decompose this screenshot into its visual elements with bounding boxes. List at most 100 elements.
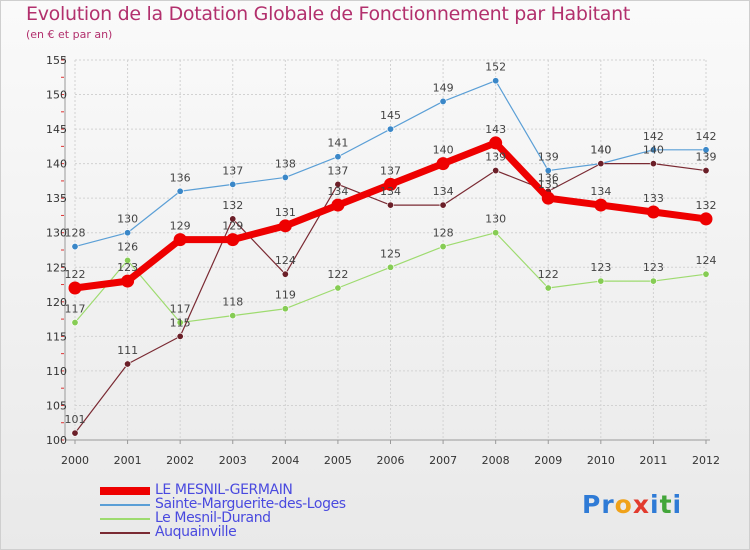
data-label-le-mesnil-germain: 137 [380,164,401,177]
data-label-sainte-marguerite-des-loges: 130 [117,213,138,226]
data-point-le-mesnil-durand [176,319,184,327]
x-tick-label: 2011 [639,454,667,467]
data-point-sainte-marguerite-des-loges [71,243,79,251]
data-label-auquainville: 115 [170,316,191,329]
y-tick-label: 100 [46,434,67,447]
data-label-sainte-marguerite-des-loges: 138 [275,157,296,170]
legend-label: Auquainville [155,524,237,540]
data-label-auquainville: 111 [117,344,138,357]
data-label-sainte-marguerite-des-loges: 137 [222,164,243,177]
data-point-auquainville [439,201,447,209]
data-label-le-mesnil-germain: 131 [275,206,296,219]
data-point-le-mesnil-durand [124,256,132,264]
data-label-auquainville: 132 [222,199,243,212]
data-point-le-mesnil-durand [71,319,79,327]
data-point-sainte-marguerite-des-loges [229,180,237,188]
x-tick-label: 2007 [429,454,457,467]
series-group [68,77,713,437]
data-point-le-mesnil-durand [544,284,552,292]
data-label-sainte-marguerite-des-loges: 136 [170,171,191,184]
data-label-le-mesnil-durand: 122 [327,268,348,281]
legend-label: Sainte-Marguerite-des-Loges [155,496,346,512]
data-point-sainte-marguerite-des-loges [649,146,657,154]
data-point-le-mesnil-germain [173,233,187,247]
logo-letter: t [659,490,673,519]
data-label-le-mesnil-germain: 123 [117,261,138,274]
data-point-auquainville [492,167,500,175]
y-tick-label: 135 [46,192,67,205]
data-point-le-mesnil-durand [281,305,289,313]
data-point-sainte-marguerite-des-loges [176,187,184,195]
data-label-le-mesnil-durand: 128 [433,227,454,240]
data-label-auquainville: 139 [485,151,506,164]
data-point-le-mesnil-durand [702,270,710,278]
data-label-sainte-marguerite-des-loges: 142 [696,130,717,143]
data-point-le-mesnil-germain [699,212,713,226]
data-label-sainte-marguerite-des-loges: 139 [538,151,559,164]
x-tick-label: 2008 [482,454,510,467]
data-point-sainte-marguerite-des-loges [544,167,552,175]
data-label-le-mesnil-germain: 134 [590,185,611,198]
data-point-sainte-marguerite-des-loges [492,77,500,85]
data-label-le-mesnil-durand: 124 [696,254,717,267]
data-label-sainte-marguerite-des-loges: 140 [590,144,611,157]
data-point-le-mesnil-germain [384,177,397,191]
data-point-sainte-marguerite-des-loges [439,97,447,105]
logo-letter: r [601,490,615,519]
data-label-auquainville: 134 [433,185,454,198]
data-point-auquainville [597,160,605,168]
data-point-auquainville [334,180,342,188]
x-tick-label: 2003 [219,454,247,467]
data-point-le-mesnil-durand [386,263,394,271]
legend-swatch [100,518,150,520]
data-label-le-mesnil-germain: 140 [433,144,454,157]
chart-subtitle: (en € et par an) [26,28,113,41]
y-tick-label: 145 [46,123,67,136]
data-label-le-mesnil-durand: 123 [590,261,611,274]
data-point-le-mesnil-durand [649,277,657,285]
data-label-sainte-marguerite-des-loges: 152 [485,61,506,74]
data-point-le-mesnil-germain [646,205,660,219]
data-label-le-mesnil-germain: 135 [538,178,559,191]
data-label-le-mesnil-durand: 126 [117,240,138,253]
data-point-auquainville [71,429,79,437]
x-tick-label: 2002 [166,454,194,467]
x-tick-label: 2010 [587,454,615,467]
data-label-le-mesnil-durand: 125 [380,247,401,260]
data-point-le-mesnil-germain [541,191,555,205]
legend-swatch [100,532,150,534]
legend-label: Le Mesnil-Durand [155,510,271,526]
y-tick-label: 140 [46,158,67,171]
y-tick-label: 115 [46,330,67,343]
y-tick-label: 130 [46,227,67,240]
data-point-le-mesnil-germain [121,274,135,288]
data-label-sainte-marguerite-des-loges: 141 [327,137,348,150]
y-tick-label: 110 [46,365,67,378]
tick-labels: 100 105 110 115 120 125 130 135 140 145 150 155 2000… [46,54,720,467]
data-label-le-mesnil-durand: 119 [275,289,296,302]
data-point-auquainville [176,332,184,340]
data-label-sainte-marguerite-des-loges: 145 [380,109,401,122]
data-point-auquainville [649,160,657,168]
data-point-sainte-marguerite-des-loges [281,173,289,181]
x-tick-label: 2005 [324,454,352,467]
data-point-sainte-marguerite-des-loges [386,125,394,133]
data-point-le-mesnil-germain [226,233,240,247]
data-label-auquainville: 137 [327,164,348,177]
data-point-sainte-marguerite-des-loges [334,153,342,161]
data-point-le-mesnil-durand [229,312,237,320]
data-label-le-mesnil-germain: 132 [696,199,717,212]
logo-letter: i [650,490,660,519]
data-label-auquainville: 124 [275,254,296,267]
y-tick-label: 105 [46,399,67,412]
legend-swatch [100,487,150,495]
logo-letter: i [672,490,683,519]
y-tick-label: 120 [46,296,67,309]
data-label-le-mesnil-germain: 129 [170,220,191,233]
data-label-auquainville: 139 [696,151,717,164]
x-tick-label: 2001 [114,454,142,467]
x-tick-label: 2000 [61,454,89,467]
data-label-le-mesnil-durand: 118 [222,296,243,309]
data-point-auquainville [124,360,132,368]
